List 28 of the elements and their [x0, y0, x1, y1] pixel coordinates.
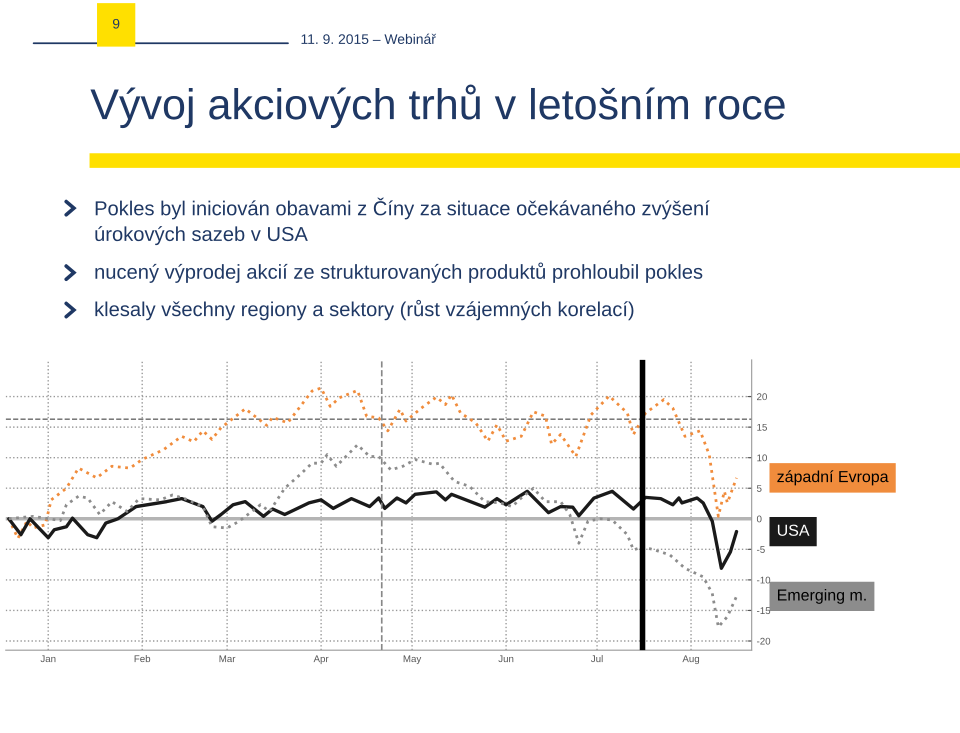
x-tick-label: Jun [498, 655, 514, 662]
x-tick-label: Jul [590, 655, 603, 662]
y-tick-label: 20 [757, 393, 767, 400]
x-tick-label: Apr [314, 655, 329, 664]
text: 9 [112, 18, 120, 29]
y-tick-label: -10 [756, 576, 770, 584]
x-tick-label: May [404, 655, 422, 664]
chart-title: Vývoj akciových trhů v letošním roce [90, 84, 785, 128]
line-series [7, 490, 738, 570]
line-series [7, 386, 738, 540]
text: USA [778, 524, 810, 536]
text: 11. 9. 2015 – Webinář [302, 34, 436, 44]
x-tick-label: Jan [40, 655, 56, 662]
y-tick-label: 15 [757, 424, 767, 431]
y-tick-label: 10 [757, 454, 767, 462]
y-tick-label: -15 [756, 607, 770, 614]
text: nucený výprodej akcií ze strukturovaných produktů prohloubil pokles [95, 262, 702, 283]
y-tick-label: 0 [756, 516, 762, 522]
x-tick-label: Aug [682, 655, 700, 664]
text: klesaly všechny regiony a sektory (růst vzájemných korelací) [95, 300, 634, 320]
y-tick-label: -5 [756, 546, 765, 553]
y-tick-label: -20 [756, 638, 770, 645]
text: Emerging m. [778, 588, 866, 604]
x-tick-label: Mar [220, 655, 236, 662]
y-tick-label: 5 [756, 485, 762, 492]
text: Pokles byl iniciován obavami z Číny za situace očekávaného zvýšení úrokových sazeb v USA [95, 198, 710, 246]
x-tick-label: Feb [134, 655, 150, 662]
text: západní Evropa [777, 470, 889, 486]
